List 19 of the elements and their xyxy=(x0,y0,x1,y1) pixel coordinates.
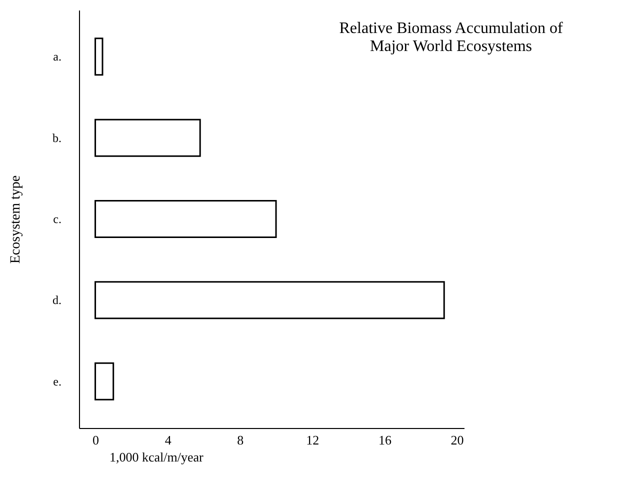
x-tick-label: 4 xyxy=(164,432,172,448)
y-tick-label: d. xyxy=(52,293,62,308)
x-tick-label: 12 xyxy=(306,432,320,448)
x-axis-title: 1,000 kcal/m/year xyxy=(110,450,204,464)
x-tick-label: 0 xyxy=(92,432,100,448)
y-tick-label: a. xyxy=(53,50,62,64)
x-tick-label: 20 xyxy=(450,432,464,448)
bar xyxy=(94,118,201,157)
bar xyxy=(94,38,104,76)
bar xyxy=(94,362,114,400)
text: Relative Biomass Accumulation of Major World Ecosystems xyxy=(339,20,564,55)
y-tick-label: c. xyxy=(53,212,62,226)
bar xyxy=(94,281,445,320)
y-tick-label: e. xyxy=(53,374,62,388)
bar xyxy=(94,200,277,238)
y-axis-title: Ecosystem type xyxy=(8,175,24,264)
x-tick-label: 16 xyxy=(378,432,392,448)
x-tick-label: 8 xyxy=(237,432,244,448)
y-tick-label: b. xyxy=(52,130,62,145)
